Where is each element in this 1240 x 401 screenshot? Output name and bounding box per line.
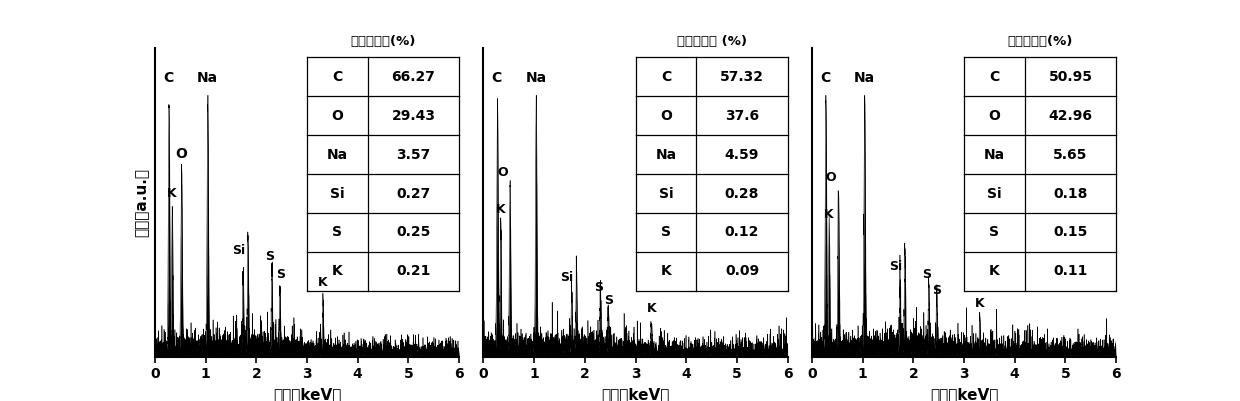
Text: C: C <box>990 70 999 84</box>
Text: 原子百分比(%): 原子百分比(%) <box>1007 35 1073 48</box>
Text: S: S <box>923 268 931 281</box>
Text: 原子百分比(%): 原子百分比(%) <box>351 35 415 48</box>
Text: Na: Na <box>854 71 875 85</box>
Text: S: S <box>661 225 671 239</box>
Text: 0.09: 0.09 <box>725 264 759 278</box>
X-axis label: 能量（keV）: 能量（keV） <box>601 387 670 401</box>
Text: 50.95: 50.95 <box>1048 70 1092 84</box>
Text: K: K <box>975 297 985 310</box>
Text: 29.43: 29.43 <box>392 109 435 123</box>
Text: 0.15: 0.15 <box>1053 225 1087 239</box>
Text: 0.11: 0.11 <box>1053 264 1087 278</box>
Text: 0.25: 0.25 <box>397 225 430 239</box>
Text: 原子百分比 (%): 原子百分比 (%) <box>677 35 746 48</box>
Text: Si: Si <box>560 271 574 284</box>
Text: Na: Na <box>983 148 1004 162</box>
Text: O: O <box>497 166 507 179</box>
Text: Si: Si <box>987 186 1002 200</box>
Text: 57.32: 57.32 <box>720 70 764 84</box>
Text: Na: Na <box>526 71 547 85</box>
Text: O: O <box>988 109 1001 123</box>
X-axis label: 能量（keV）: 能量（keV） <box>273 387 341 401</box>
X-axis label: 能量（keV）: 能量（keV） <box>930 387 998 401</box>
Text: O: O <box>660 109 672 123</box>
Text: Na: Na <box>197 71 218 85</box>
Text: Si: Si <box>232 245 246 257</box>
Text: Si: Si <box>330 186 345 200</box>
Text: Si: Si <box>889 260 901 273</box>
Text: 0.21: 0.21 <box>397 264 430 278</box>
Text: 66.27: 66.27 <box>392 70 435 84</box>
Text: K: K <box>332 264 342 278</box>
Text: C: C <box>491 71 502 85</box>
Text: 4.59: 4.59 <box>724 148 759 162</box>
Text: C: C <box>162 71 174 85</box>
Text: K: K <box>825 208 833 221</box>
Text: S: S <box>265 250 274 263</box>
Text: C: C <box>820 71 831 85</box>
Text: C: C <box>661 70 671 84</box>
Text: O: O <box>826 171 836 184</box>
Text: 0.12: 0.12 <box>724 225 759 239</box>
Text: S: S <box>275 268 285 281</box>
Text: Si: Si <box>658 186 673 200</box>
Text: O: O <box>175 147 187 161</box>
Text: Na: Na <box>327 148 348 162</box>
Text: S: S <box>604 294 613 307</box>
Text: K: K <box>661 264 671 278</box>
Text: Na: Na <box>656 148 677 162</box>
Text: K: K <box>496 203 505 216</box>
Text: K: K <box>317 276 327 289</box>
Text: K: K <box>646 302 656 315</box>
Text: S: S <box>990 225 999 239</box>
Text: 37.6: 37.6 <box>725 109 759 123</box>
Text: 42.96: 42.96 <box>1048 109 1092 123</box>
Text: 0.27: 0.27 <box>397 186 430 200</box>
Text: 0.18: 0.18 <box>1053 186 1087 200</box>
Text: K: K <box>990 264 999 278</box>
Text: K: K <box>167 187 177 200</box>
Text: S: S <box>594 281 603 294</box>
Text: 0.28: 0.28 <box>724 186 759 200</box>
Text: S: S <box>332 225 342 239</box>
Text: O: O <box>331 109 343 123</box>
Text: 5.65: 5.65 <box>1053 148 1087 162</box>
Text: 3.57: 3.57 <box>397 148 430 162</box>
Text: S: S <box>932 284 941 297</box>
Text: C: C <box>332 70 342 84</box>
Y-axis label: 强度（a.u.）: 强度（a.u.） <box>134 168 150 237</box>
